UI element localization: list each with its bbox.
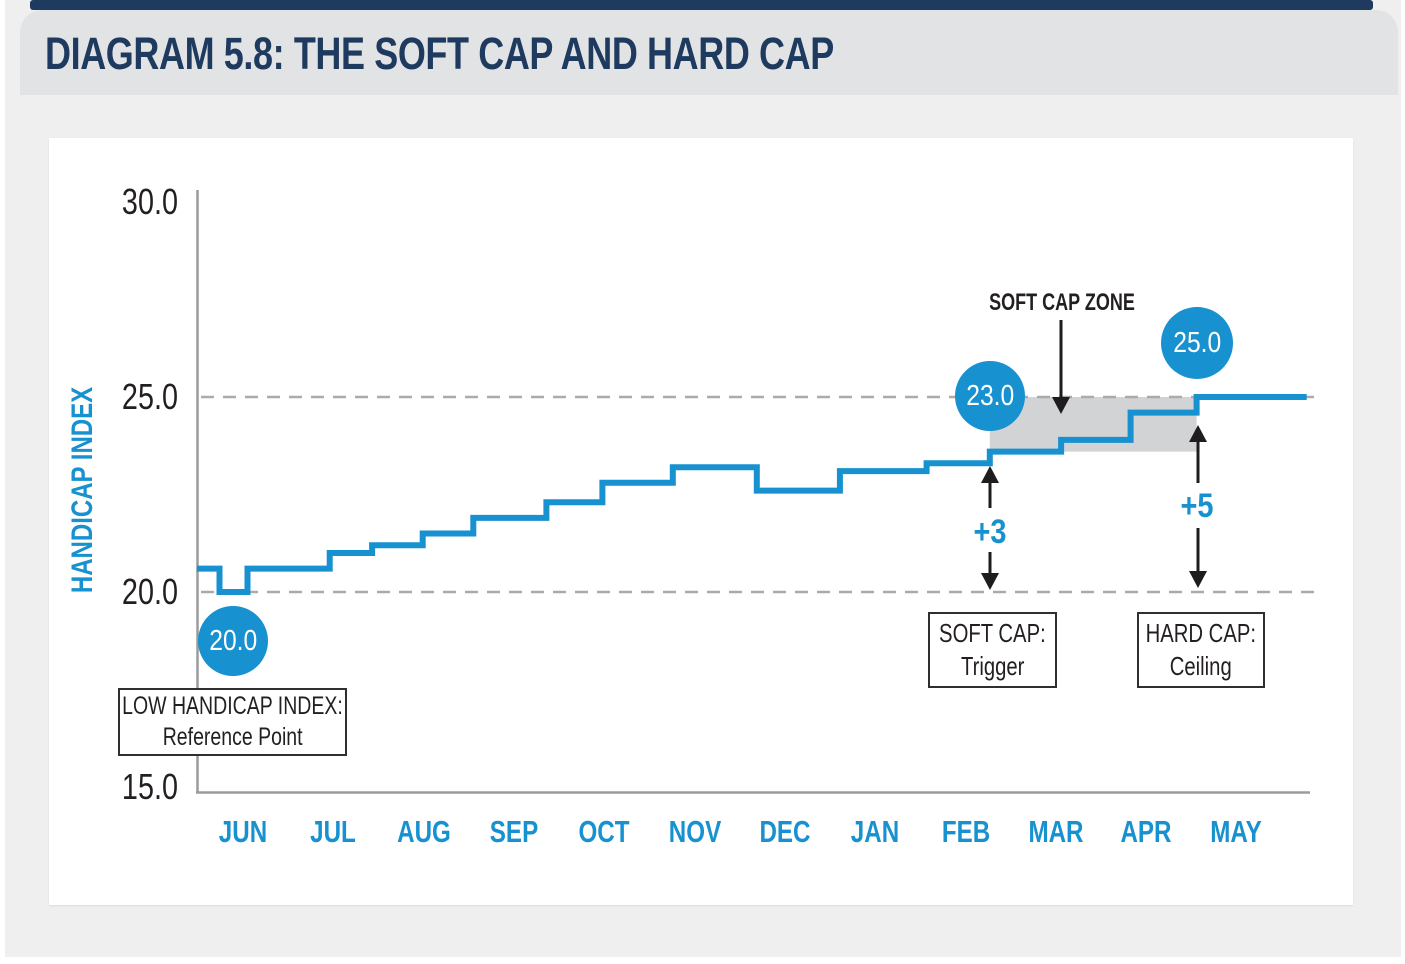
hard-cap-box: HARD CAP: Ceiling [1137, 612, 1265, 688]
x-tick-sep: SEP [489, 814, 539, 849]
x-tick-aug: AUG [397, 814, 451, 849]
header: DIAGRAM 5.8: THE SOFT CAP AND HARD CAP [20, 10, 1398, 95]
soft-cap-trigger-value: 23.0 [965, 379, 1014, 412]
chart-panel: HANDICAP INDEX 30.0 25.0 20.0 15.0 JUN J… [49, 138, 1353, 905]
x-tick-apr: APR [1120, 814, 1172, 849]
plus-5-label: +5 [1180, 487, 1214, 525]
low-box-subtitle: Reference Point [162, 723, 303, 751]
x-tick-jan: JAN [850, 814, 900, 849]
x-tick-jul: JUL [310, 814, 356, 849]
x-tick-feb: FEB [941, 814, 991, 849]
y-tick-30: 30.0 [121, 181, 178, 222]
y-tick-20: 20.0 [121, 571, 178, 612]
plus-3-label: +3 [973, 513, 1007, 551]
soft-cap-box: SOFT CAP: Trigger [928, 612, 1057, 688]
soft-cap-trigger-bubble: 23.0 [955, 361, 1025, 431]
x-tick-oct: OCT [578, 814, 630, 849]
hard-cap-ceiling-value: 25.0 [1172, 326, 1221, 359]
soft-cap-box-subtitle: Trigger [960, 651, 1025, 681]
step-chart [196, 190, 1316, 794]
y-tick-25: 25.0 [121, 376, 178, 417]
y-tick-15: 15.0 [121, 766, 178, 807]
low-box-title: LOW HANDICAP INDEX: [122, 692, 343, 720]
soft-cap-box-title: SOFT CAP: [939, 618, 1046, 648]
hard-cap-box-title: HARD CAP: [1145, 618, 1257, 648]
hard-cap-box-subtitle: Ceiling [1169, 651, 1233, 681]
x-tick-dec: DEC [759, 814, 811, 849]
x-tick-jun: JUN [218, 814, 268, 849]
x-tick-may: MAY [1210, 814, 1262, 849]
x-tick-mar: MAR [1028, 814, 1084, 849]
hard-cap-ceiling-bubble: 25.0 [1161, 307, 1233, 379]
low-index-bubble-value: 20.0 [208, 624, 257, 657]
low-index-bubble: 20.0 [198, 606, 268, 676]
page-title: DIAGRAM 5.8: THE SOFT CAP AND HARD CAP [45, 28, 834, 79]
soft-cap-zone-label: SOFT CAP ZONE [989, 289, 1135, 316]
x-tick-nov: NOV [668, 814, 722, 849]
header-accent-bar [30, 0, 1373, 10]
low-handicap-index-box: LOW HANDICAP INDEX: Reference Point [118, 688, 347, 756]
